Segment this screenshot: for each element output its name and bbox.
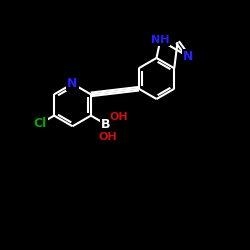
Text: Cl: Cl [34, 117, 47, 130]
Text: OH: OH [99, 132, 117, 142]
Text: NH: NH [151, 35, 170, 45]
Text: N: N [182, 50, 193, 63]
Text: N: N [67, 77, 78, 90]
Text: OH: OH [109, 112, 128, 122]
Text: B: B [101, 118, 110, 130]
